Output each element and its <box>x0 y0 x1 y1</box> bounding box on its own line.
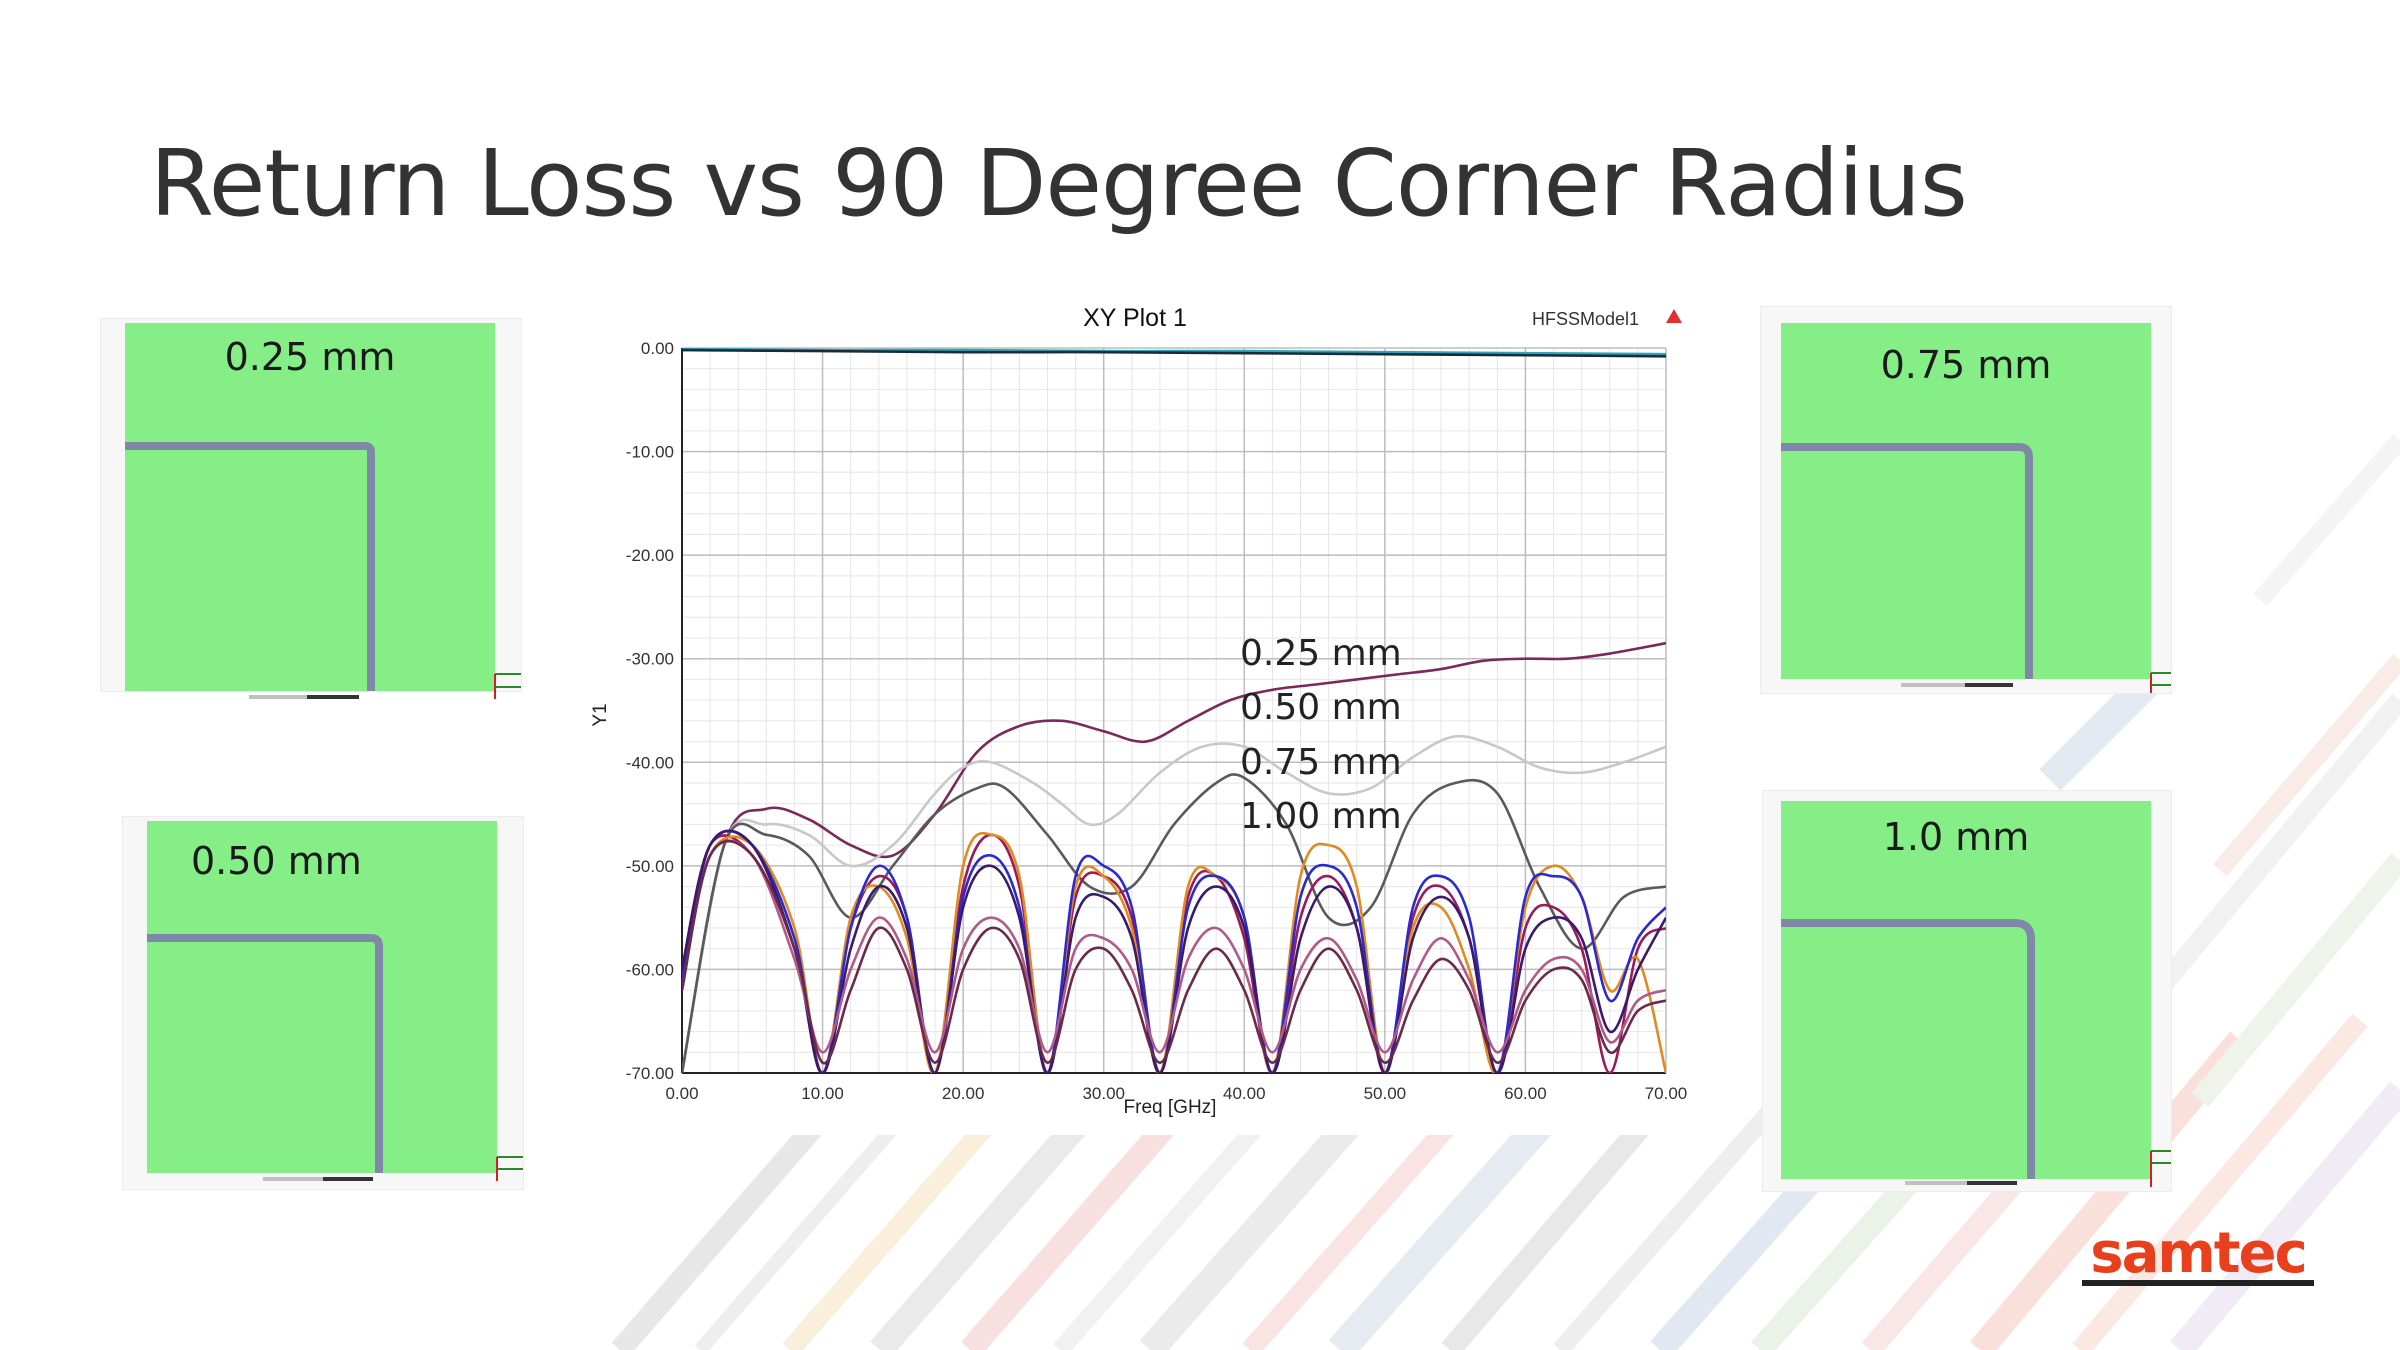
xy-plot: 0.00 10.00 20.00 30.00 40.00 50.00 60.00 70.00 0… <box>580 295 1700 1135</box>
y-tick-label: 0.00 <box>641 339 674 358</box>
x-tick-label: 70.00 <box>1645 1084 1688 1103</box>
annotation-label: 0.25 mm <box>1240 633 1402 674</box>
panel-label: 0.75 mm <box>1880 343 2052 387</box>
model-marker-icon <box>1666 309 1682 323</box>
x-tick-label: 30.00 <box>1082 1084 1125 1103</box>
corner-model-panel-025: 0.25 mm <box>100 318 522 699</box>
trace-shape <box>125 442 521 699</box>
x-tick-label: 60.00 <box>1504 1084 1547 1103</box>
logo-wordmark: samtec <box>2090 1222 2305 1286</box>
y-tick-label: -40.00 <box>626 753 674 772</box>
y-tick-label: -60.00 <box>626 960 674 979</box>
chart-title: XY Plot 1 <box>1083 304 1187 332</box>
series-line-9 <box>682 839 1666 1054</box>
annotation-label: 0.50 mm <box>1240 687 1402 728</box>
series-line-8 <box>682 829 1666 1073</box>
annotation-label: 0.75 mm <box>1240 742 1402 783</box>
y-tick-label: -30.00 <box>626 650 674 669</box>
green-substrate <box>125 323 495 691</box>
series-line-3 <box>682 734 1666 1073</box>
panel-label: 0.25 mm <box>224 335 396 379</box>
y-tick-label: -70.00 <box>626 1064 674 1083</box>
x-tick-label: 20.00 <box>942 1084 985 1103</box>
x-tick-label: 10.00 <box>801 1084 844 1103</box>
annotation-label: 1.00 mm <box>1240 796 1402 837</box>
slide-title: Return Loss vs 90 Degree Corner Radius <box>150 130 1968 237</box>
series-line-10 <box>682 839 1666 1065</box>
trace-shape <box>1781 919 2171 1187</box>
green-substrate <box>147 821 497 1173</box>
trace-shape <box>1781 443 2171 693</box>
series-line-1 <box>682 348 1666 358</box>
xy-plot-svg: 0.00 10.00 20.00 30.00 40.00 50.00 60.00 70.00 0… <box>580 295 1700 1135</box>
y-axis-label: Y1 <box>590 703 611 726</box>
green-substrate <box>1781 801 2151 1179</box>
y-tick-label: -20.00 <box>626 546 674 565</box>
x-axis-label: Freq [GHz] <box>1124 1097 1217 1118</box>
x-tick-label: 40.00 <box>1223 1084 1266 1103</box>
corner-model-panel-050: 0.50 mm <box>122 816 524 1190</box>
x-tick-label: 0.00 <box>665 1084 698 1103</box>
corner-model-panel-100: 1.0 mm <box>1762 790 2172 1192</box>
y-tick-label: -10.00 <box>626 443 674 462</box>
model-label: HFSSModel1 <box>1532 309 1639 329</box>
trace-shape <box>147 934 523 1181</box>
panel-label: 1.0 mm <box>1882 815 2030 859</box>
corner-model-panel-075: 0.75 mm <box>1760 306 2172 694</box>
panel-label: 0.50 mm <box>191 839 362 883</box>
x-tick-label: 50.00 <box>1364 1084 1407 1103</box>
series-line-4 <box>682 773 1666 1073</box>
y-tick-label: -50.00 <box>626 857 674 876</box>
green-substrate <box>1781 323 2151 679</box>
samtec-logo: samtec <box>2082 1222 2314 1286</box>
series-line-2 <box>682 641 1666 1073</box>
